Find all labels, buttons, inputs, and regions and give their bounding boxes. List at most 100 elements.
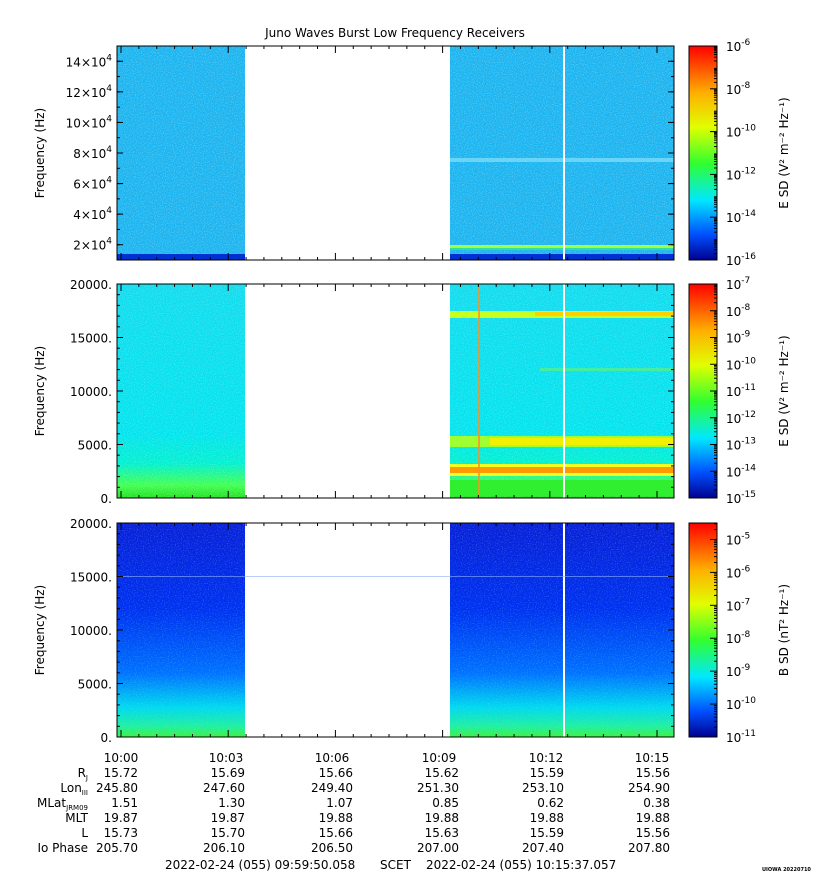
panel-1: 2×104 4×104 6×104 8×104 10×104 12×104 14×104 Fr… — [33, 38, 791, 268]
panel-2-cbar-label: 10-9 — [726, 330, 751, 346]
time-label: 10:15 — [635, 751, 670, 765]
panel-2-cbar-label: 10-7 — [726, 276, 750, 292]
panel-3-cbar-label: 10-10 — [726, 696, 756, 712]
panel-2-cbar-label: 10-12 — [726, 410, 756, 426]
panel-2-ytick-label: 20000. — [70, 278, 112, 292]
panel-2-band-5400-core — [490, 438, 674, 445]
ephemeris-value: 206.10 — [203, 841, 245, 855]
panel-1-ytick-label: 2×104 — [73, 237, 112, 253]
panel-2-low-band — [450, 480, 674, 496]
ephemeris-value: 15.72 — [104, 766, 138, 780]
panel-2-cbar-label: 10-13 — [726, 437, 756, 453]
panel-3-cbar-label: 10-8 — [726, 630, 751, 646]
ephemeris-value: 15.59 — [530, 826, 564, 840]
panel-3-noise-left — [117, 523, 245, 737]
panel-2: 20000.15000.10000.5000.0.Frequency (Hz) … — [33, 276, 791, 506]
panel-2-cbar-label: 10-11 — [726, 383, 756, 399]
footer-start-time: 2022-02-24 (055) 09:59:50.058 — [165, 858, 355, 872]
ephemeris-value: 0.85 — [432, 796, 459, 810]
panel-3-ytick-label: 5000. — [78, 678, 112, 692]
ephemeris-value: 207.80 — [628, 841, 670, 855]
panel-1-lowband-left — [117, 254, 245, 260]
ephemeris-value: 253.10 — [522, 781, 564, 795]
ephemeris-value: 15.66 — [319, 766, 353, 780]
ephemeris-value: 19.88 — [636, 811, 670, 825]
panel-3-cbar-label: 10-6 — [726, 564, 751, 580]
panel-3-cbar-label: 10-11 — [726, 729, 756, 745]
panel-1-ytick-label: 4×104 — [73, 206, 112, 222]
ephemeris-value: 251.30 — [417, 781, 459, 795]
credit-label: UIOWA 20220710 — [762, 867, 811, 873]
panel-2-ylabel: Frequency (Hz) — [33, 346, 47, 437]
ephemeris-row-label: L — [81, 826, 88, 840]
panel-1-lowband-right — [450, 254, 674, 260]
ephemeris-value: 15.56 — [636, 826, 670, 840]
panel-1-cbar-label: 10-12 — [726, 166, 756, 182]
panel-2-cbar-label: 10-10 — [726, 356, 756, 372]
ephemeris-value: 19.88 — [319, 811, 353, 825]
panel-1-cbar-label: 10-6 — [726, 38, 751, 54]
panel-3-faint-line — [117, 576, 674, 577]
ephemeris-value: 19.87 — [211, 811, 245, 825]
ephemeris-value: 15.56 — [636, 766, 670, 780]
ephemeris-value: 205.70 — [96, 841, 138, 855]
panel-3-dropout — [563, 523, 565, 737]
panel-3-cbar-label: 10-9 — [726, 663, 751, 679]
panel-1-ytick-label: 14×104 — [66, 53, 113, 69]
panel-1-cbar-label: 10-14 — [726, 209, 756, 225]
panel-2-cbar-title: E SD (V² m⁻² Hz⁻¹) — [777, 335, 791, 446]
panel-3-ylabel: Frequency (Hz) — [33, 585, 47, 676]
ephemeris-value: 0.62 — [537, 796, 564, 810]
panel-1-ytick-label: 12×104 — [66, 84, 113, 100]
time-label: 10:06 — [315, 751, 350, 765]
ephemeris-value: 19.87 — [104, 811, 138, 825]
ephemeris-value: 15.73 — [104, 826, 138, 840]
panel-2-weak-line — [540, 368, 674, 371]
ephemeris-value: 0.38 — [643, 796, 670, 810]
panel-1-cbar-label: 10-10 — [726, 124, 756, 140]
time-label: 10:03 — [209, 751, 244, 765]
ephemeris-value: 15.63 — [425, 826, 459, 840]
panel-2-ytick-label: 15000. — [70, 332, 112, 346]
time-label: 10:12 — [529, 751, 564, 765]
ephemeris-value: 207.40 — [522, 841, 564, 855]
ephemeris-value: 19.88 — [530, 811, 564, 825]
panel-2-cbar-label: 10-15 — [726, 490, 756, 506]
time-label: 10:00 — [104, 751, 139, 765]
ephemeris-value: 15.69 — [211, 766, 245, 780]
panel-2-band-17000-core — [535, 312, 674, 316]
panel-1-ylabel: Frequency (Hz) — [33, 108, 47, 199]
figure-title: Juno Waves Burst Low Frequency Receivers — [264, 26, 525, 40]
panel-2-noise-right — [450, 284, 674, 498]
ephemeris-value: 1.51 — [111, 796, 138, 810]
ephemeris-value: 206.50 — [311, 841, 353, 855]
panel-1-ytick-label: 6×104 — [73, 176, 112, 192]
ephemeris-value: 15.62 — [425, 766, 459, 780]
ephemeris-value: 1.30 — [218, 796, 245, 810]
ephemeris-value: 15.59 — [530, 766, 564, 780]
panel-2-noise-left — [117, 284, 245, 498]
panel-3-cbar-label: 10-7 — [726, 597, 750, 613]
panel-1-cbar-label: 10-16 — [726, 252, 756, 268]
panel-3-ytick-label: 20000. — [70, 517, 112, 531]
panel-1-emission-band-2 — [450, 248, 674, 250]
panel-3-ytick-label: 15000. — [70, 571, 112, 585]
panel-2-band-2700-core — [450, 467, 674, 473]
ephemeris-row-label: MLatJRM09 — [37, 796, 88, 812]
panel-1-noise-right — [450, 46, 674, 260]
panel-2-ytick-label: 10000. — [70, 385, 112, 399]
panel-1-weak-line — [450, 158, 674, 162]
ephemeris-value: 254.90 — [628, 781, 670, 795]
panel-3-colorbar — [688, 522, 718, 738]
ephemeris-row-label: MLT — [65, 811, 88, 825]
panel-2-cbar-label: 10-14 — [726, 463, 756, 479]
panel-2-cbar-label: 10-8 — [726, 303, 751, 319]
panel-3-noise-right — [450, 523, 674, 737]
panel-1-ytick-label: 8×104 — [73, 145, 112, 161]
panel-2-dropout — [563, 284, 565, 498]
panel-1-cbar-title: E SD (V² m⁻² Hz⁻¹) — [777, 97, 791, 208]
panel-3-ytick-label: 0. — [101, 731, 112, 745]
ephemeris-value: 15.66 — [319, 826, 353, 840]
panel-2-spike — [478, 284, 480, 498]
